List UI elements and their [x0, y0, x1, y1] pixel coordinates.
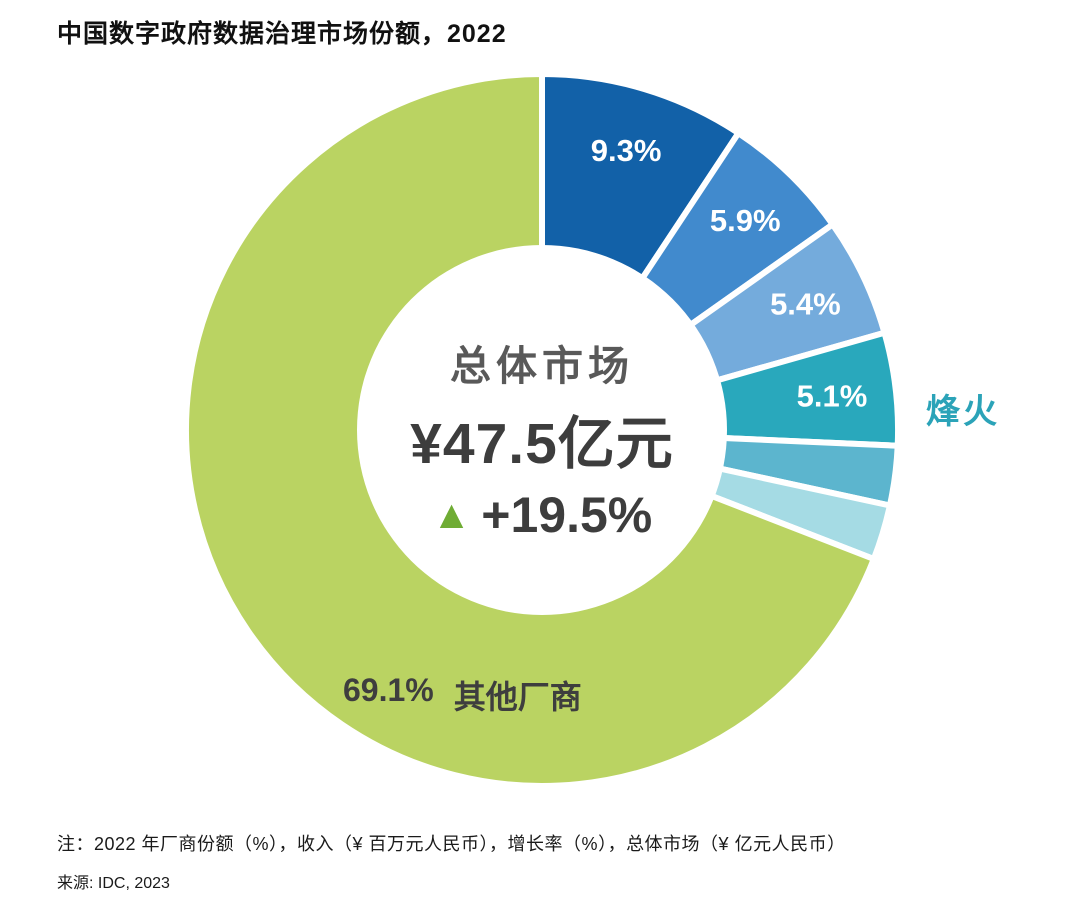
segment-percent-label-1: 5.9% [710, 203, 781, 238]
others-segment-label: 69.1% 其他厂商 [343, 672, 582, 718]
others-percent: 69.1% [343, 672, 434, 708]
total-market-value: ¥47.5亿元 [410, 412, 674, 476]
segment-percent-label-3: 5.1% [797, 379, 868, 414]
up-triangle-icon: ▲ [431, 493, 472, 537]
growth-row: ▲ +19.5% [432, 486, 653, 544]
footnote: 注：2022 年厂商份额（%），收入（¥ 百万元人民币），增长率（%），总体市场… [57, 834, 846, 854]
others-vendor-name: 其他厂商 [453, 679, 582, 715]
segment-percent-label-0: 9.3% [591, 133, 662, 168]
growth-value: +19.5% [481, 487, 653, 543]
fenghuo-vendor-label: 烽火 [926, 393, 1000, 431]
page-title: 中国数字政府数据治理市场份额，2022 [57, 20, 507, 48]
total-market-label: 总体市场 [450, 343, 634, 389]
segment-percent-label-2: 5.4% [770, 287, 841, 322]
donut-hole [357, 245, 727, 615]
source-line: 来源: IDC, 2023 [57, 875, 170, 892]
donut-center-overlay: 总体市场 ¥47.5亿元 ▲ +19.5% [342, 332, 742, 552]
